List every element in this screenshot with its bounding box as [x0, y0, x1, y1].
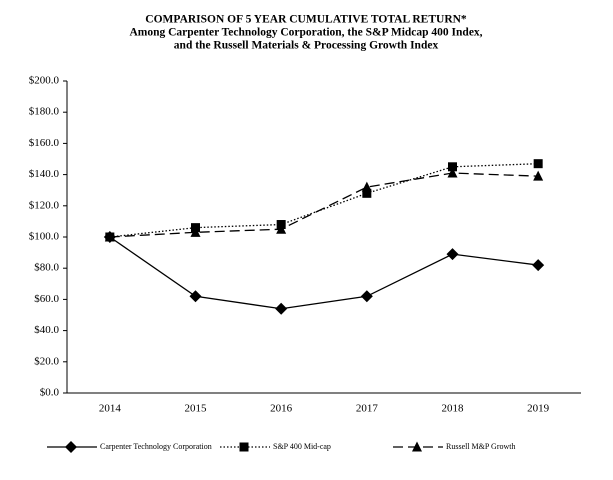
point — [360, 290, 373, 303]
point — [446, 248, 459, 261]
legend-marker — [239, 442, 249, 452]
y-tick-label: $140.0 — [29, 168, 60, 180]
y-tick-label: $160.0 — [29, 137, 60, 149]
x-tick-label: 2016 — [270, 403, 293, 415]
y-tick-label: $100.0 — [29, 231, 60, 243]
x-tick-label: 2015 — [185, 403, 208, 415]
x-tick-label: 2018 — [442, 403, 465, 415]
y-tick-label: $120.0 — [29, 199, 60, 211]
legend-marker — [412, 441, 422, 452]
legend-marker — [65, 441, 77, 453]
x-tick-label: 2017 — [356, 403, 379, 415]
y-tick-label: $180.0 — [29, 106, 60, 118]
point — [533, 170, 544, 181]
point — [362, 188, 372, 198]
chart-subtitle: Among Carpenter Technology Corporation, … — [129, 27, 482, 39]
point — [190, 226, 201, 237]
y-tick-label: $0.0 — [40, 387, 60, 399]
y-tick-label: $20.0 — [34, 355, 59, 367]
x-tick-label: 2019 — [527, 403, 550, 415]
point — [532, 259, 545, 272]
chart-title: COMPARISON OF 5 YEAR CUMULATIVE TOTAL RE… — [145, 14, 467, 26]
legend-label: Russell M&P Growth — [446, 442, 516, 451]
point — [104, 231, 115, 242]
series-line — [109, 236, 539, 310]
point — [275, 302, 288, 315]
y-tick-label: $40.0 — [34, 324, 59, 336]
chart-subtitle: and the Russell Materials & Processing G… — [174, 40, 439, 52]
series-line — [109, 163, 539, 238]
y-tick-label: $80.0 — [34, 262, 59, 274]
y-tick-label: $60.0 — [34, 293, 59, 305]
y-tick-label: $200.0 — [29, 75, 60, 87]
legend-label: Carpenter Technology Corporation — [100, 442, 212, 451]
point — [447, 167, 458, 178]
point — [448, 162, 457, 172]
point — [361, 181, 372, 192]
point — [533, 159, 543, 169]
point — [189, 290, 202, 303]
point — [276, 223, 287, 234]
legend-label: S&P 400 Mid-cap — [273, 442, 331, 451]
series-line — [109, 172, 539, 238]
x-tick-label: 2014 — [99, 403, 122, 415]
